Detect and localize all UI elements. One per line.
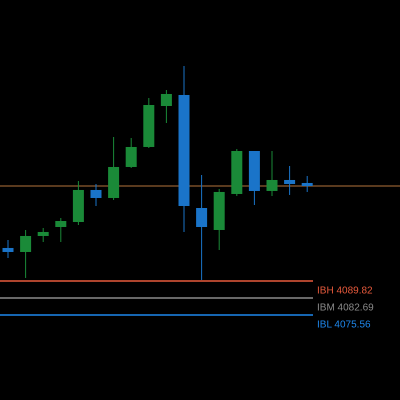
candle-body xyxy=(231,150,243,194)
candle-body xyxy=(108,166,120,198)
level-label: IBH 4089.82 xyxy=(317,286,373,297)
candle-body xyxy=(55,220,67,228)
candle-body xyxy=(248,150,260,191)
level-label: IBM 4082.69 xyxy=(317,303,374,314)
candle-body xyxy=(213,191,225,230)
candle-body xyxy=(301,182,313,186)
candle-body xyxy=(90,189,102,198)
level-label: IBL 4075.56 xyxy=(317,320,371,331)
candle-body xyxy=(266,179,278,191)
candle-body xyxy=(160,93,172,107)
candle-body xyxy=(37,231,49,236)
candle-body xyxy=(178,94,190,206)
candle-body xyxy=(143,105,155,147)
candle-body xyxy=(2,247,14,252)
candle-body xyxy=(20,235,32,252)
candle-body xyxy=(284,179,296,184)
candle-body xyxy=(196,207,208,228)
candle-body xyxy=(72,189,84,222)
candle-body xyxy=(125,146,137,167)
